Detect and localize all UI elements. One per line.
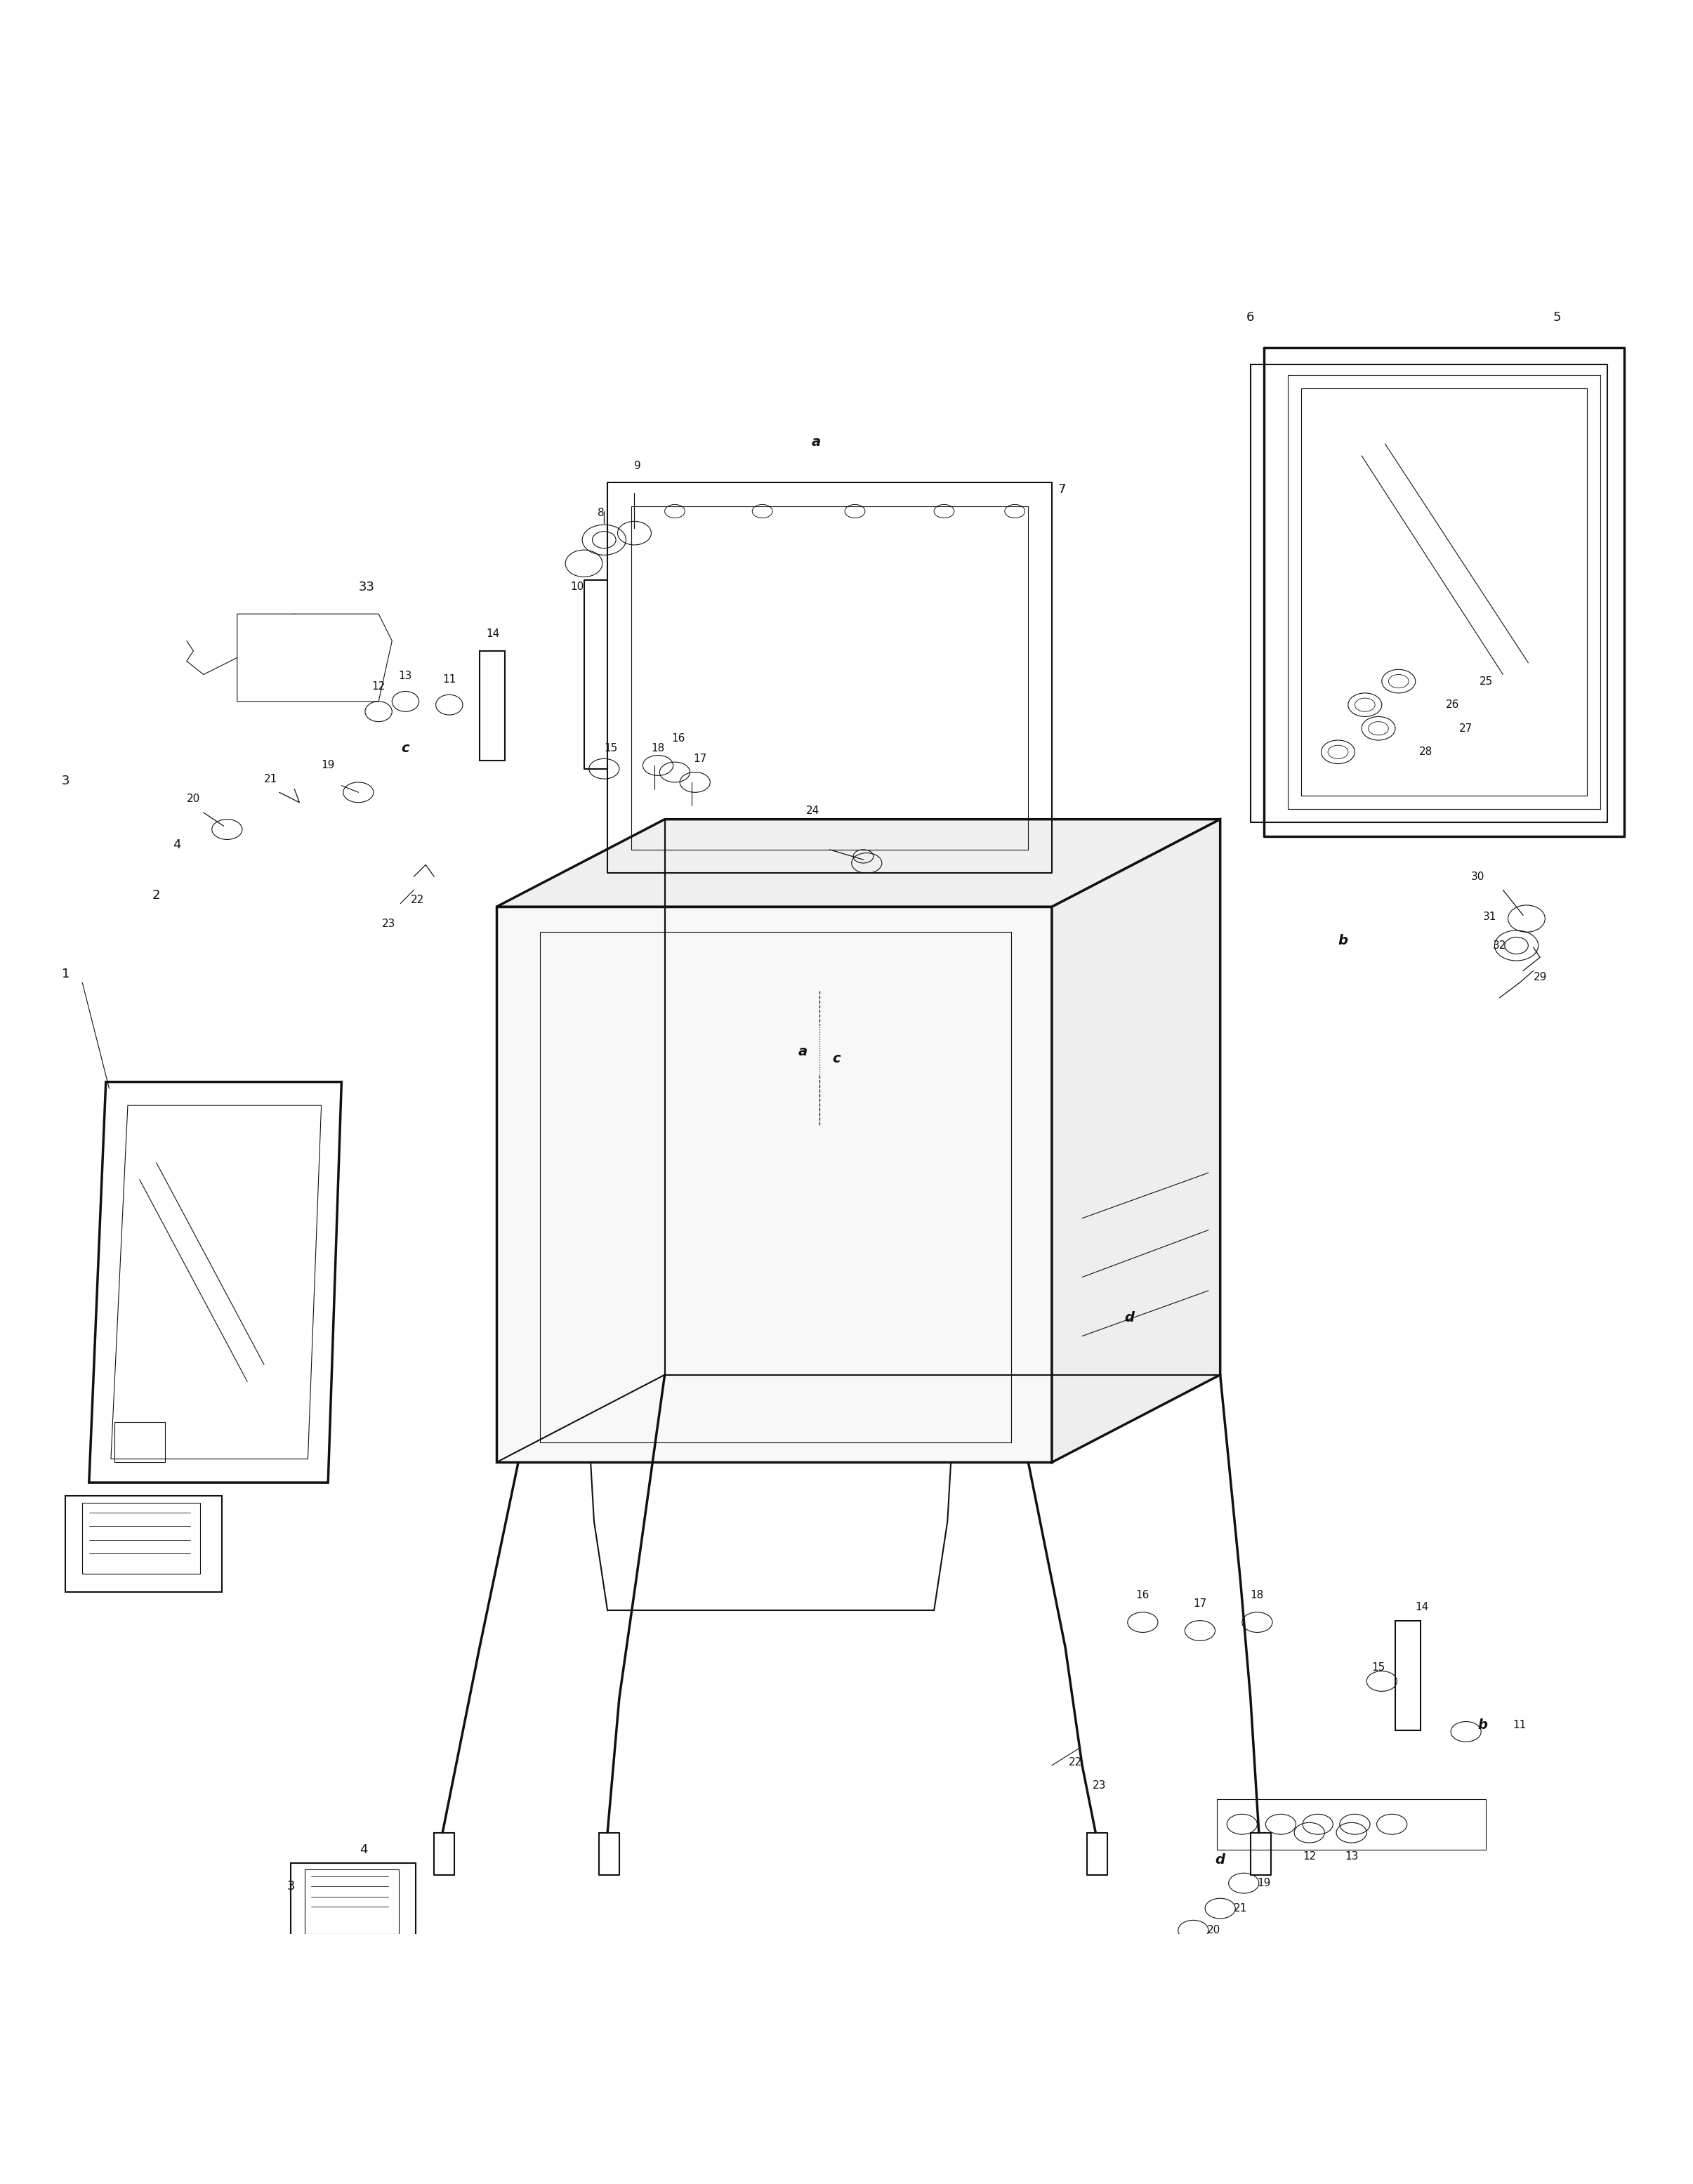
- Text: 4: 4: [359, 1843, 367, 1856]
- Text: 19: 19: [322, 760, 335, 771]
- Text: 6: 6: [1246, 312, 1255, 323]
- Text: 29: 29: [1534, 972, 1547, 983]
- Text: 3: 3: [61, 775, 69, 786]
- Text: 25: 25: [1480, 677, 1493, 686]
- Text: 14: 14: [1415, 1601, 1429, 1612]
- Text: 20: 20: [186, 793, 200, 804]
- Text: 18: 18: [1251, 1590, 1265, 1601]
- Text: b: b: [1478, 1719, 1488, 1732]
- Text: c: c: [401, 743, 410, 756]
- Text: 11: 11: [442, 675, 455, 686]
- Polygon shape: [496, 906, 1051, 1463]
- Text: 17: 17: [1194, 1599, 1207, 1610]
- Text: 31: 31: [1483, 911, 1497, 922]
- Text: 23: 23: [383, 919, 396, 928]
- Text: 5: 5: [1552, 312, 1561, 323]
- Text: a: a: [811, 435, 821, 450]
- Text: 33: 33: [359, 581, 374, 594]
- Text: 14: 14: [486, 629, 499, 640]
- Text: 16: 16: [1136, 1590, 1150, 1601]
- Text: c: c: [833, 1053, 840, 1066]
- Text: b: b: [1337, 935, 1348, 948]
- Text: 16: 16: [672, 734, 686, 745]
- Text: 10: 10: [571, 581, 584, 592]
- Text: 11: 11: [1514, 1719, 1527, 1730]
- Text: 1: 1: [61, 968, 69, 981]
- Text: 22: 22: [410, 895, 423, 906]
- Text: 20: 20: [1207, 1924, 1221, 1935]
- Bar: [83, 1503, 200, 1572]
- Text: a: a: [797, 1044, 808, 1059]
- Text: 15: 15: [604, 743, 618, 753]
- Text: 19: 19: [1258, 1878, 1271, 1889]
- Bar: [291, 1863, 415, 1950]
- Bar: [1395, 1621, 1420, 1730]
- Text: d: d: [1124, 1310, 1134, 1324]
- Text: 22: 22: [1068, 1756, 1082, 1767]
- Text: 17: 17: [694, 753, 706, 764]
- Polygon shape: [1051, 819, 1221, 1463]
- Text: 26: 26: [1446, 699, 1459, 710]
- Text: 7: 7: [1058, 483, 1067, 496]
- Text: 28: 28: [1419, 747, 1432, 758]
- Bar: [115, 1422, 164, 1463]
- Text: 13: 13: [398, 670, 413, 681]
- Bar: [66, 1496, 222, 1592]
- Text: d: d: [1216, 1852, 1226, 1867]
- Text: 8: 8: [598, 507, 604, 518]
- Text: 3: 3: [288, 1880, 295, 1894]
- Text: 4: 4: [173, 839, 181, 852]
- Text: 13: 13: [1344, 1852, 1358, 1861]
- Text: 21: 21: [1234, 1902, 1248, 1913]
- Text: 32: 32: [1493, 941, 1507, 950]
- Text: 9: 9: [635, 461, 642, 472]
- Text: 18: 18: [652, 743, 665, 753]
- Text: 24: 24: [806, 806, 819, 817]
- Bar: [479, 651, 505, 760]
- Text: 23: 23: [1092, 1780, 1106, 1791]
- Text: 30: 30: [1471, 871, 1485, 882]
- Text: 12: 12: [372, 681, 386, 692]
- Bar: [305, 1870, 400, 1933]
- Text: 2: 2: [152, 889, 161, 902]
- Text: 12: 12: [1302, 1852, 1315, 1861]
- Text: 15: 15: [1371, 1662, 1385, 1673]
- Text: 21: 21: [264, 773, 278, 784]
- Text: 27: 27: [1459, 723, 1473, 734]
- Polygon shape: [496, 819, 1221, 906]
